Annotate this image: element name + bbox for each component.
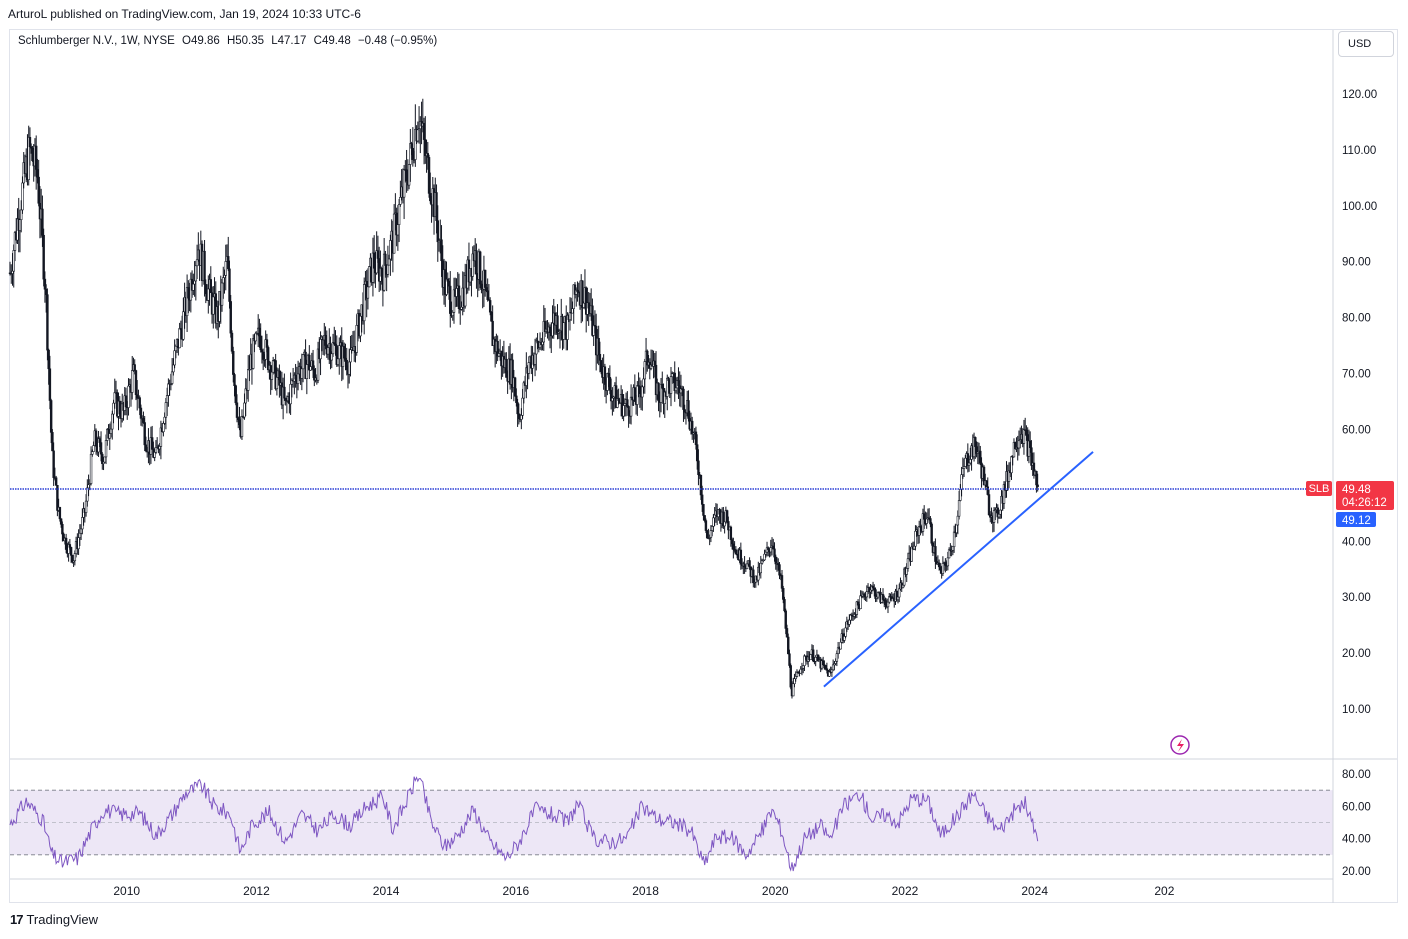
chart-frame	[9, 29, 1398, 903]
legend-open: O49.86	[182, 35, 220, 47]
legend-close: C49.48	[313, 35, 351, 47]
legend-symbol[interactable]: Schlumberger N.V., 1W, NYSE	[18, 35, 175, 47]
publisher-line: ArturoL published on TradingView.com, Ja…	[8, 7, 361, 21]
currency-button[interactable]: USD	[1338, 31, 1394, 57]
footer-brand-text: TradingView	[26, 912, 99, 927]
legend-low: L47.17	[271, 35, 307, 47]
footer-brand[interactable]: 17 TradingView	[10, 912, 98, 927]
tradingview-logo-icon: 17	[10, 912, 24, 927]
legend-change: −0.48 (−0.95%)	[357, 35, 438, 47]
symbol-legend: Schlumberger N.V., 1W, NYSE O49.86 H50.3…	[18, 35, 441, 47]
legend-high: H50.35	[226, 35, 265, 47]
